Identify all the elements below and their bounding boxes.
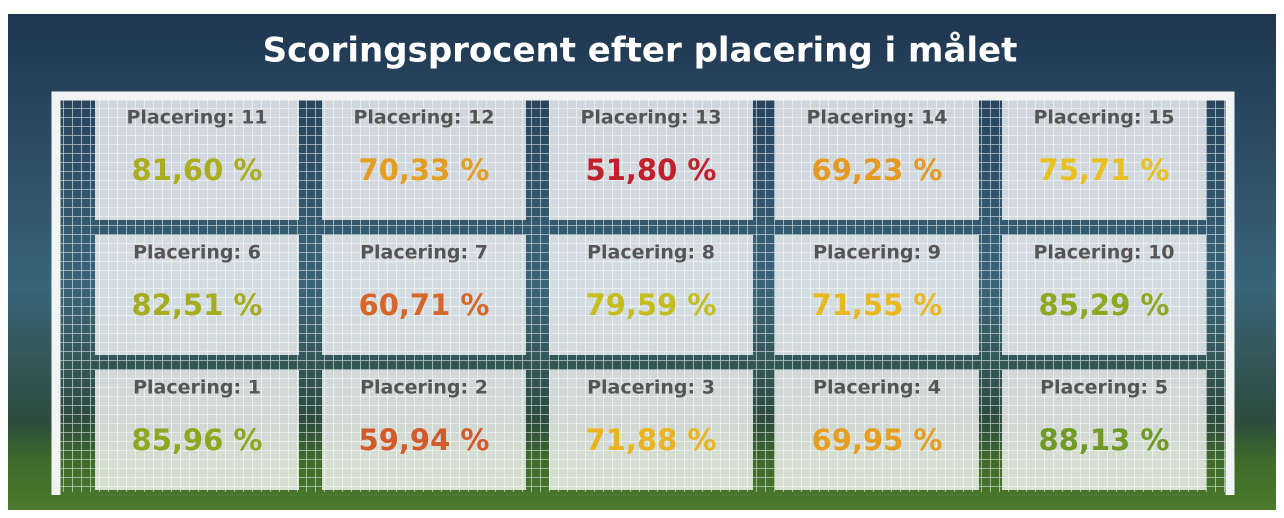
cell [549,370,753,490]
cell [775,100,979,220]
cell-label: Placering: 14 [806,107,947,129]
cell-label: Placering: 3 [587,377,715,399]
cell [1002,100,1206,220]
cell-label: Placering: 10 [1033,242,1174,264]
title: Scoringsprocent efter placering i målet [263,31,1018,71]
goal-frame [51,91,1235,495]
cell-label: Placering: 12 [353,107,494,129]
cell [95,370,299,490]
cell-label: Placering: 5 [1040,377,1168,399]
cell-value: 70,33 % [359,153,490,187]
cell [322,235,526,355]
cell-value: 71,88 % [586,423,717,457]
cell [322,100,526,220]
cell-value: 85,29 % [1039,288,1170,322]
cell-value: 88,13 % [1039,423,1170,457]
cell-label: Placering: 6 [133,242,261,264]
cell-label: Placering: 7 [360,242,488,264]
cell [549,100,753,220]
cell-label: Placering: 11 [126,107,267,129]
cell-value: 82,51 % [132,288,263,322]
cell-value: 69,95 % [812,423,943,457]
cell-value: 85,96 % [132,423,263,457]
cell-value: 60,71 % [359,288,490,322]
cell [775,235,979,355]
cell-value: 69,23 % [812,153,943,187]
cell-label: Placering: 15 [1033,107,1174,129]
cell [322,370,526,490]
cell-value: 81,60 % [132,153,263,187]
cell-label: Placering: 2 [360,377,488,399]
cell [1002,235,1206,355]
cell-value: 51,80 % [586,153,717,187]
cell [549,235,753,355]
cell-value: 71,55 % [812,288,943,322]
cell-label: Placering: 1 [133,377,261,399]
cell-label: Placering: 9 [813,242,941,264]
cell [95,235,299,355]
cell [95,100,299,220]
cell-label: Placering: 13 [580,107,721,129]
cell-value: 75,71 % [1039,153,1170,187]
cell [1002,370,1206,490]
cells: Placering: 11 81,60 % Placering: 12 70,33 %… [95,100,1206,490]
cell-value: 79,59 % [586,288,717,322]
cell [775,370,979,490]
cell-label: Placering: 4 [813,377,941,399]
cell-label: Placering: 8 [587,242,715,264]
cell-value: 59,94 % [359,423,490,457]
